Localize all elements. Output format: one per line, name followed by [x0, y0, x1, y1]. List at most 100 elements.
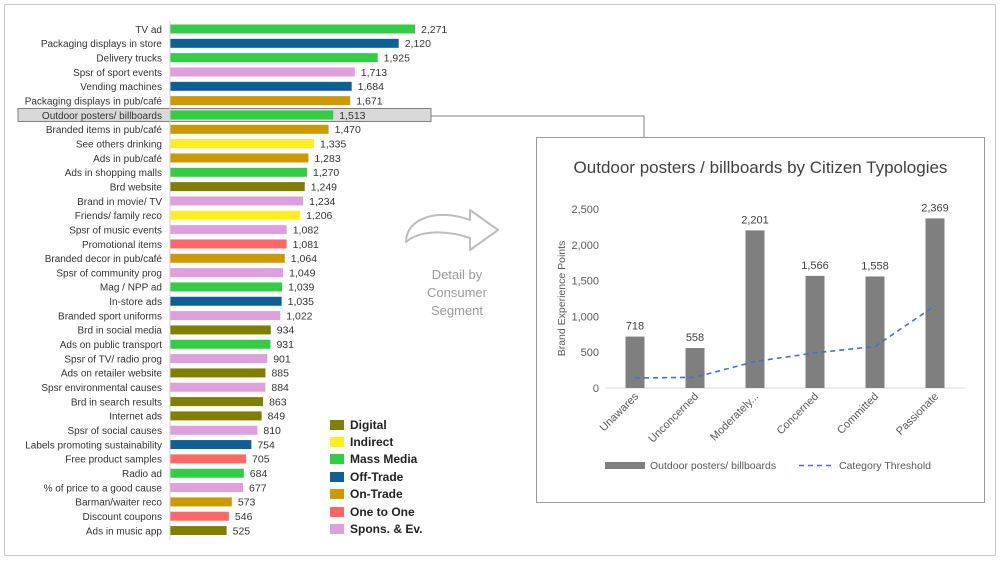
category-label: Ads in shopping malls [65, 168, 162, 179]
y-tick-label: 2,500 [571, 204, 599, 216]
bar [170, 124, 329, 134]
category-label: Mag / NPP ad [100, 283, 162, 294]
value-label: 1,470 [335, 124, 361, 136]
bar [170, 253, 285, 263]
bar [170, 110, 334, 120]
legend-label: One to One [350, 504, 415, 519]
detail-legend-label: Outdoor posters/ billboards [650, 460, 776, 472]
category-label: Spsr of social causes [68, 426, 163, 437]
value-label: 1,249 [311, 181, 337, 193]
bar [170, 425, 258, 435]
bar [170, 239, 287, 249]
legend-item: Mass Media [330, 451, 422, 468]
category-label: Spsr of community prog [56, 268, 162, 279]
y-tick-label: 2,000 [571, 240, 599, 252]
detail-bar [925, 218, 945, 388]
bar [170, 153, 309, 163]
bar [170, 483, 244, 493]
value-label: 2,271 [421, 24, 447, 36]
y-tick-label: 500 [581, 347, 599, 359]
bar [170, 440, 252, 450]
detail-value-label: 718 [626, 321, 644, 333]
category-label: Promotional items [82, 240, 162, 251]
bar [170, 497, 232, 507]
value-label: 1,039 [288, 282, 314, 294]
bar [170, 225, 287, 235]
category-label: Barman/waiter reco [75, 498, 162, 509]
category-label: Spsr environmental causes [41, 383, 162, 394]
legend-item: One to One [330, 503, 422, 520]
legend-item: Digital [330, 416, 422, 433]
bar [170, 411, 262, 421]
x-tick-label: Concerned [775, 391, 822, 438]
detail-annotation: Detail by Consumer Segment [412, 266, 502, 320]
y-tick-label: 0 [593, 383, 599, 395]
category-label: Ads in music app [86, 526, 163, 537]
category-label: Spsr of music events [69, 225, 162, 236]
bar [170, 296, 282, 306]
annotation-line-1: Detail by [431, 267, 483, 282]
bar [170, 526, 227, 536]
value-label: 1,270 [313, 167, 339, 179]
value-label: 1,082 [293, 224, 319, 236]
y-tick-label: 1,500 [571, 276, 599, 288]
category-label: Branded decor in pub/café [45, 254, 163, 265]
category-label: TV ad [135, 25, 162, 36]
category-label: Ads on public transport [60, 340, 163, 351]
value-label: 901 [273, 353, 291, 365]
value-label: 1,513 [339, 110, 365, 122]
bar [170, 454, 247, 464]
value-label: 1,022 [286, 310, 312, 322]
value-label: 1,049 [289, 267, 315, 279]
value-label: 810 [263, 425, 281, 437]
category-label: Radio ad [122, 469, 162, 480]
legend-item: Off-Trade [330, 468, 422, 485]
detail-bar [805, 275, 825, 388]
detail-bar-chart: 0 500 1,000 1,500 2,000 2,500 Brand Experience… [556, 202, 965, 472]
category-label: Spsr of sport events [73, 68, 162, 79]
detail-value-label: 558 [686, 332, 704, 344]
value-label: 1,925 [384, 52, 410, 64]
category-label: Outdoor posters/ billboards [42, 111, 162, 122]
value-label: 1,064 [291, 253, 317, 265]
bar [170, 311, 281, 321]
legend-label: Mass Media [350, 452, 418, 467]
bar [170, 196, 304, 206]
bar [170, 282, 283, 292]
x-tick-label: Passionate [894, 391, 941, 438]
legend-swatch [330, 471, 344, 482]
value-label: 1,335 [320, 138, 346, 150]
detail-value-label: 2,369 [921, 202, 949, 214]
category-label: Branded items in pub/café [46, 125, 163, 136]
detail-bar [685, 348, 705, 388]
legend-item: Indirect [330, 433, 422, 450]
bar [170, 38, 399, 48]
channel-legend: Digital Indirect Mass Media Off-Trade On-Tra… [330, 416, 422, 538]
bar [170, 81, 352, 91]
legend-label: Indirect [350, 435, 394, 450]
legend-label: Digital [350, 417, 387, 432]
category-label: Packaging displays in pub/café [25, 96, 163, 107]
category-label: Branded sport uniforms [58, 311, 162, 322]
legend-item: Spons. & Ev. [330, 520, 422, 537]
bar [170, 268, 284, 278]
value-label: 705 [252, 454, 270, 466]
value-label: 1,671 [356, 95, 382, 107]
legend-swatch [330, 419, 344, 430]
y-axis-title: Brand Experience Points [556, 241, 568, 357]
x-tick-label: Unconcerned [646, 391, 701, 446]
category-label: Delivery trucks [96, 53, 162, 64]
legend-item: On-Trade [330, 486, 422, 503]
bar [170, 468, 244, 478]
bar [170, 511, 229, 521]
value-label: 754 [257, 439, 275, 451]
value-label: 1,234 [309, 196, 335, 208]
bar [170, 53, 378, 63]
annotation-line-2: Consumer [427, 285, 487, 300]
value-label: 1,713 [361, 67, 387, 79]
annotation-line-3: Segment [430, 303, 484, 318]
legend-swatch [330, 524, 344, 535]
category-label: Discount coupons [83, 512, 163, 523]
detail-bar [625, 336, 645, 388]
bar [170, 96, 351, 106]
